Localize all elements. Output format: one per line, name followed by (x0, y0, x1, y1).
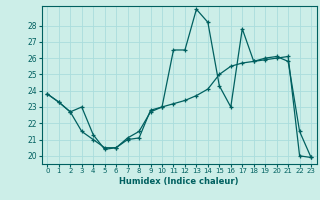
X-axis label: Humidex (Indice chaleur): Humidex (Indice chaleur) (119, 177, 239, 186)
